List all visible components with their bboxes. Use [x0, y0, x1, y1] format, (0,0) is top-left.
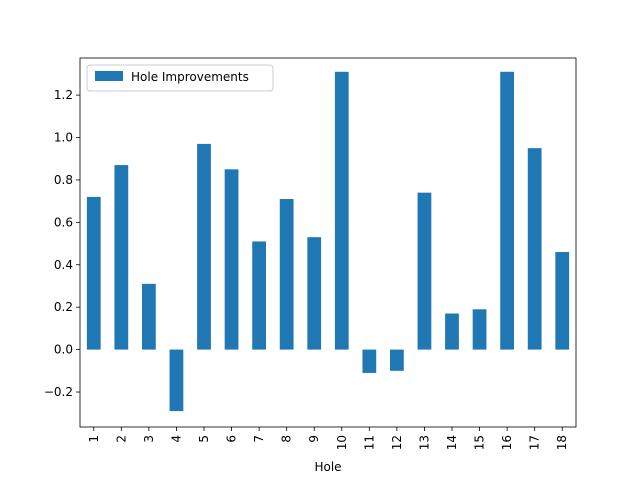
y-tick-label: 1.2: [54, 88, 73, 102]
bar-hole-10: [334, 71, 349, 350]
legend-entry-hole-improvements: Hole Improvements: [131, 70, 249, 84]
legend-swatch: [95, 71, 123, 81]
x-tick-label: 16: [500, 435, 514, 450]
x-tick-label: 9: [307, 435, 321, 443]
y-tick-label: 0.2: [54, 300, 73, 314]
plot-frame: [79, 57, 577, 428]
bar-hole-15: [472, 309, 487, 350]
x-tick-label: 8: [280, 435, 294, 443]
bar-hole-17: [527, 148, 542, 350]
bar-hole-4: [169, 349, 184, 412]
y-tick-label: 1.0: [54, 131, 73, 145]
bar-hole-8: [279, 199, 294, 350]
x-tick-label: 5: [197, 435, 211, 443]
bar-hole-9: [307, 237, 322, 350]
bar-hole-6: [224, 169, 239, 350]
x-tick-label: 14: [445, 435, 459, 450]
y-tick-label: 0.0: [54, 343, 73, 357]
x-tick-label: 17: [528, 435, 542, 450]
y-tick-label: −0.2: [44, 385, 73, 399]
bars-group: [86, 71, 570, 412]
x-tick-label: 6: [225, 435, 239, 443]
bar-hole-2: [114, 165, 129, 350]
x-tick-label: 3: [142, 435, 156, 443]
x-tick-label: 1: [87, 435, 101, 443]
x-axis-label: Hole: [314, 460, 341, 474]
bar-hole-18: [555, 252, 570, 350]
bar-hole-7: [252, 241, 266, 350]
x-tick-label: 11: [362, 435, 376, 450]
x-tick-label: 7: [252, 435, 266, 443]
bar-hole-5: [197, 143, 211, 350]
bar-hole-14: [445, 313, 459, 350]
legend: Hole Improvements: [86, 64, 274, 92]
x-tick-label: 13: [417, 435, 431, 450]
x-tick-label: 12: [390, 435, 404, 450]
bar-hole-16: [500, 71, 514, 350]
y-axis-ticks: −0.2 0.0 0.2 0.4 0.6 0.8 1.0 1.2: [44, 88, 80, 399]
legend-frame: [86, 64, 274, 92]
x-axis-ticks: 1 2 3 4 5 6 7 8 9 10 11 12 13 14 15 16 17 18: [87, 427, 569, 450]
bar-hole-1: [86, 196, 101, 350]
y-tick-label: 0.6: [54, 215, 73, 229]
bar-hole-13: [417, 192, 432, 350]
bar-hole-11: [362, 349, 377, 373]
x-tick-label: 18: [555, 435, 569, 450]
x-tick-label: 4: [169, 435, 183, 443]
bar-hole-3: [142, 283, 156, 350]
x-tick-label: 2: [114, 435, 128, 443]
y-tick-label: 0.4: [54, 258, 73, 272]
bar-hole-12: [390, 349, 404, 371]
x-tick-label: 10: [335, 435, 349, 450]
y-tick-label: 0.8: [54, 173, 73, 187]
x-tick-label: 15: [473, 435, 487, 450]
